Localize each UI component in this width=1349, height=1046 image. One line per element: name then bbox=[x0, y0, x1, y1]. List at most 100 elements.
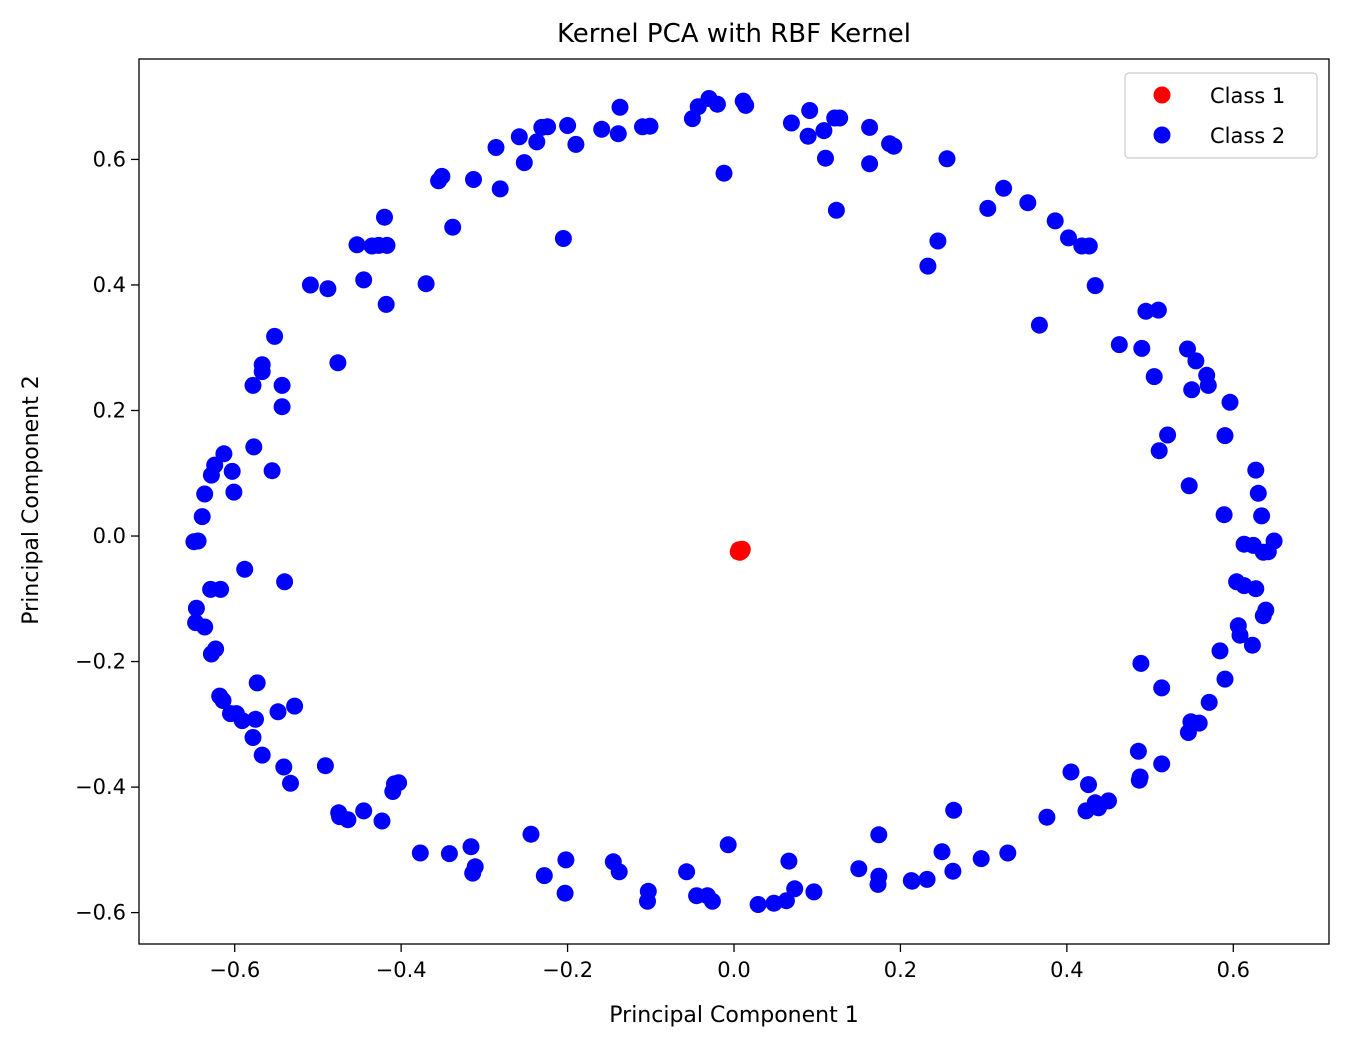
class-2-point bbox=[212, 580, 230, 598]
class-2-point bbox=[918, 870, 936, 888]
class-2-point bbox=[1080, 237, 1098, 255]
class-2-point bbox=[1243, 636, 1261, 654]
class-2-point bbox=[276, 573, 294, 591]
class-2-point bbox=[870, 826, 888, 844]
class-2-point bbox=[708, 95, 726, 113]
class-2-point bbox=[1159, 426, 1177, 444]
class-2-point bbox=[801, 102, 819, 119]
class-2-point bbox=[269, 703, 287, 721]
class-2-point bbox=[919, 257, 937, 275]
class-2-point bbox=[214, 692, 232, 709]
class-2-point bbox=[1216, 670, 1234, 688]
class-2-point bbox=[263, 462, 281, 480]
class-2-point bbox=[1150, 442, 1168, 460]
class-2-point bbox=[206, 456, 224, 474]
class-2-point bbox=[515, 154, 533, 172]
class-2-point bbox=[464, 864, 482, 882]
class-2-point bbox=[248, 674, 266, 692]
class-2-point bbox=[556, 884, 574, 902]
class-2-point bbox=[411, 844, 429, 862]
y-tick-label: 0.0 bbox=[93, 524, 126, 548]
class-2-point bbox=[995, 179, 1013, 197]
class-2-point bbox=[187, 599, 205, 617]
class-2-point bbox=[1216, 427, 1234, 445]
class-2-point bbox=[440, 845, 458, 863]
class-2-point bbox=[329, 354, 347, 372]
class-2-point bbox=[782, 114, 800, 132]
legend-marker bbox=[1153, 126, 1171, 144]
class-2-point bbox=[938, 150, 956, 168]
class-2-point bbox=[593, 120, 611, 138]
class-2-point bbox=[604, 853, 622, 871]
y-tick-label: −0.6 bbox=[75, 901, 126, 925]
plot-area-frame bbox=[138, 58, 1330, 945]
class-2-point bbox=[319, 280, 337, 298]
class-2-point bbox=[1215, 506, 1233, 524]
class-2-point bbox=[207, 640, 225, 658]
class-2-point bbox=[850, 860, 868, 878]
class-2-point bbox=[639, 892, 656, 910]
x-tick-label: 0.6 bbox=[1217, 958, 1250, 982]
class-2-point bbox=[1077, 802, 1095, 820]
class-2-point bbox=[275, 758, 293, 776]
x-tick-label: 0.4 bbox=[1050, 958, 1083, 982]
class-2-point bbox=[999, 844, 1017, 862]
class-2-point bbox=[929, 232, 947, 250]
class-2-point bbox=[780, 852, 798, 870]
legend: Class 1 Class 2 bbox=[1124, 72, 1318, 159]
class-2-point bbox=[1130, 771, 1148, 789]
class-2-point bbox=[1247, 580, 1265, 598]
class-2-point bbox=[535, 867, 553, 885]
class-2-point bbox=[1153, 679, 1171, 697]
class-2-point bbox=[373, 812, 391, 830]
class-2-point bbox=[1153, 755, 1171, 773]
class-2-point bbox=[355, 271, 373, 289]
class-2-point bbox=[1211, 642, 1229, 660]
class-2-point bbox=[487, 139, 505, 156]
class-2-point bbox=[1179, 724, 1197, 741]
class-2-point bbox=[945, 801, 963, 819]
class-2-point bbox=[223, 462, 241, 480]
class-2-point bbox=[715, 164, 733, 182]
class-2-point bbox=[215, 445, 233, 463]
class-2-point bbox=[1187, 352, 1205, 370]
class-1-point bbox=[729, 543, 747, 561]
class-2-point bbox=[1247, 461, 1265, 479]
class-2-point bbox=[528, 133, 546, 151]
class-2-point bbox=[902, 872, 920, 890]
class-2-point bbox=[1200, 693, 1218, 711]
class-2-point bbox=[554, 230, 572, 247]
class-2-point bbox=[376, 208, 393, 226]
class-2-point bbox=[193, 508, 211, 526]
legend-marker bbox=[1153, 86, 1171, 104]
class-2-point bbox=[196, 618, 214, 636]
class-2-point bbox=[1137, 302, 1155, 320]
class-2-point bbox=[225, 483, 243, 501]
class-2-point bbox=[196, 485, 214, 503]
class-2-point bbox=[522, 825, 540, 843]
class-2-point bbox=[189, 532, 207, 550]
class-2-point bbox=[869, 875, 887, 893]
class-2-point bbox=[567, 135, 585, 153]
class-2-point bbox=[1145, 368, 1163, 386]
class-2-point bbox=[1199, 376, 1217, 394]
class-2-point bbox=[1254, 607, 1272, 625]
class-2-point bbox=[1149, 301, 1167, 319]
legend-box bbox=[1124, 72, 1318, 159]
class-2-point bbox=[1180, 477, 1198, 495]
class-2-point bbox=[266, 327, 284, 345]
y-tick-label: −0.4 bbox=[75, 775, 126, 799]
plot-points bbox=[185, 90, 1283, 913]
x-tick-label: 0.0 bbox=[717, 958, 750, 982]
class-2-point bbox=[831, 109, 849, 127]
x-tick-label: 0.2 bbox=[884, 958, 917, 982]
class-2-point bbox=[444, 218, 462, 236]
class-2-point bbox=[944, 862, 962, 880]
class-2-point bbox=[765, 894, 783, 912]
class-2-point bbox=[386, 775, 403, 793]
y-tick-label: 0.4 bbox=[93, 273, 126, 297]
class-2-point bbox=[1019, 194, 1037, 212]
class-2-point bbox=[244, 376, 262, 394]
class-2-point bbox=[247, 710, 264, 728]
class-2-point bbox=[786, 880, 804, 898]
